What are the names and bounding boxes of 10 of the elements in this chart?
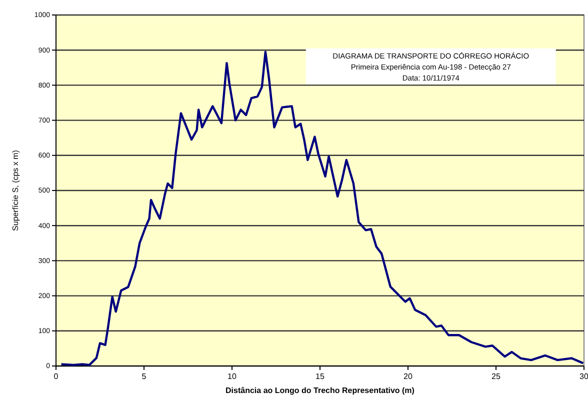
line-series xyxy=(60,50,584,366)
x-axis-title: Distância ao Longo do Trecho Representativo (m) xyxy=(226,386,415,395)
x-tick-label: 20 xyxy=(404,372,413,381)
y-axis-title: Superfície S, (cps x m) xyxy=(11,150,20,231)
x-tick-label: 30 xyxy=(580,372,588,381)
x-tick-label: 25 xyxy=(492,372,501,381)
x-tick-label: 10 xyxy=(228,372,237,381)
x-tick-label: 0 xyxy=(54,372,59,381)
x-tick-label: 15 xyxy=(316,372,325,381)
x-tick-label: 5 xyxy=(142,372,147,381)
